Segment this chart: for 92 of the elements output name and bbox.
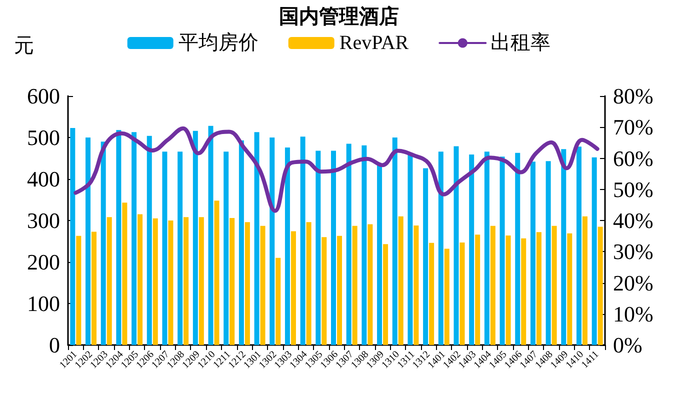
bar	[152, 218, 158, 345]
bar	[300, 136, 306, 345]
bar	[198, 217, 204, 345]
bar	[398, 216, 404, 345]
bar	[106, 217, 112, 345]
bar	[460, 242, 465, 345]
legend-label: 出租率	[490, 32, 551, 54]
bar	[598, 226, 603, 345]
bar	[260, 226, 266, 345]
bar	[521, 238, 526, 345]
bar	[331, 150, 336, 345]
bar	[70, 128, 76, 345]
bar	[316, 150, 321, 345]
y2-tick-label: 60%	[613, 146, 654, 171]
bar	[214, 200, 220, 345]
bar	[208, 126, 214, 345]
bar	[582, 216, 588, 345]
bar	[116, 130, 122, 345]
bar	[322, 237, 327, 345]
line-series	[74, 126, 600, 213]
bar	[515, 152, 520, 345]
bar	[377, 164, 382, 345]
bar	[438, 152, 444, 345]
bar	[306, 222, 312, 345]
bar	[146, 136, 152, 345]
legend-label: 平均房价	[178, 32, 258, 54]
y2-tick-label: 30%	[613, 239, 654, 264]
y-tick-label: 600	[27, 84, 60, 108]
bar	[276, 258, 281, 345]
bar	[392, 138, 398, 345]
bar	[469, 154, 474, 345]
bar	[138, 214, 143, 345]
y-axis-title: 元	[14, 35, 34, 57]
bar	[86, 138, 91, 345]
bar	[454, 146, 459, 345]
bar	[484, 152, 490, 345]
bar	[561, 149, 566, 345]
legend-label: RevPAR	[339, 32, 410, 54]
bar	[230, 218, 235, 345]
y-tick-label: 500	[27, 125, 60, 150]
y-tick-label: 100	[27, 291, 60, 316]
bar	[192, 130, 198, 345]
bar	[132, 132, 137, 345]
bar	[254, 132, 260, 345]
bar	[506, 235, 511, 345]
y2-tick-label: 40%	[613, 208, 654, 233]
bar	[178, 152, 183, 345]
y2-tick-label: 0%	[613, 332, 642, 358]
bar	[552, 226, 557, 345]
bar	[168, 220, 174, 345]
y2-tick-label: 10%	[613, 301, 654, 326]
bar	[244, 222, 250, 345]
bar	[576, 146, 582, 345]
y-tick-label: 0	[49, 332, 60, 358]
bar	[368, 224, 373, 345]
y2-tick-label: 20%	[613, 270, 654, 296]
bar	[346, 144, 352, 345]
bar	[546, 161, 551, 345]
bar	[475, 234, 480, 345]
bar	[122, 202, 128, 345]
y-tick-label: 300	[27, 208, 60, 233]
bar	[284, 147, 290, 345]
bar	[337, 236, 342, 345]
bar	[423, 168, 428, 345]
bar	[414, 225, 419, 345]
bar	[290, 231, 296, 345]
chart-title: 国内管理酒店	[279, 5, 399, 28]
bar	[362, 145, 367, 345]
y2-tick-label: 50%	[613, 176, 654, 202]
bar	[76, 236, 82, 345]
bar	[224, 152, 229, 345]
bar	[500, 156, 505, 345]
bar	[567, 233, 572, 345]
bar	[238, 140, 244, 345]
bar	[162, 152, 168, 345]
y-tick-label: 200	[27, 250, 60, 274]
bar	[100, 142, 106, 345]
bar	[429, 242, 434, 345]
bar	[592, 157, 597, 345]
bar	[530, 162, 536, 345]
bar	[408, 154, 413, 345]
y2-tick-label: 80%	[613, 84, 654, 108]
bar	[490, 226, 496, 345]
bar	[444, 248, 450, 345]
bar	[352, 226, 358, 345]
bar	[536, 232, 542, 345]
bar	[184, 217, 189, 345]
y2-tick-label: 70%	[613, 114, 654, 140]
y-tick-label: 400	[27, 166, 60, 192]
bar	[92, 232, 97, 345]
bar	[383, 244, 388, 345]
bar	[270, 138, 275, 345]
